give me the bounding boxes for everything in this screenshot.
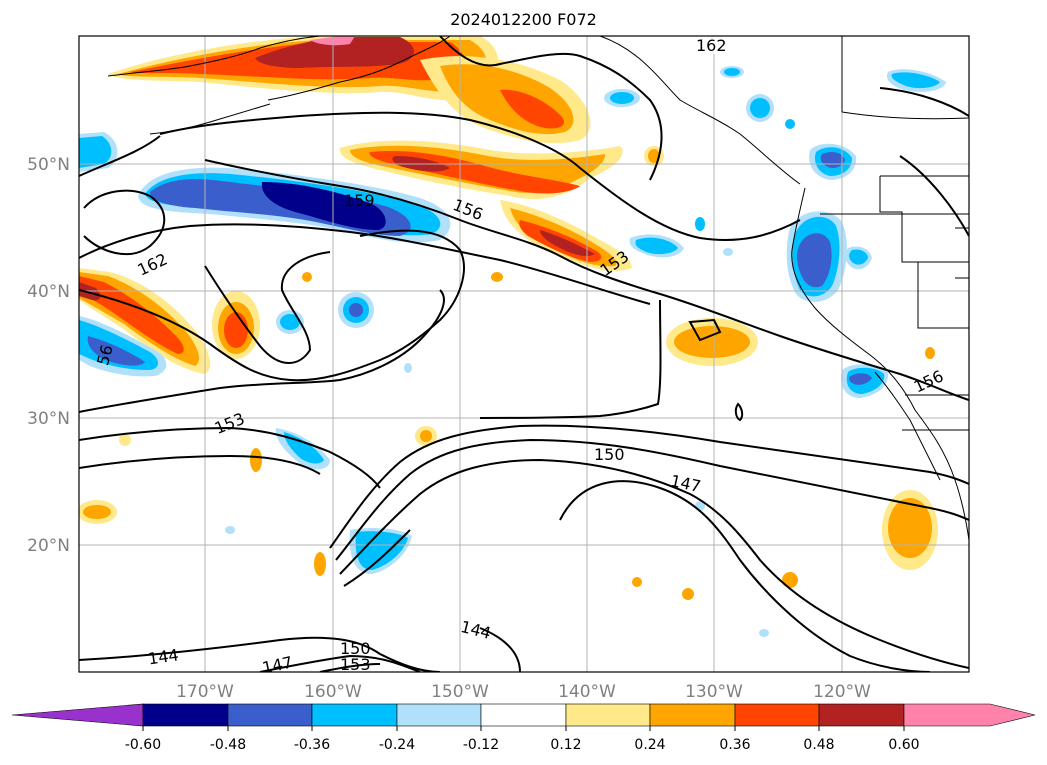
map-frame — [78, 35, 970, 673]
lon-label: 150°W — [431, 682, 489, 702]
contour-label: 159 — [344, 191, 375, 210]
colorbar-segment — [649, 703, 736, 727]
colorbar-label: 0.48 — [803, 737, 834, 753]
lat-label: 50°N — [27, 155, 70, 175]
contour-labels: 162 159 156 153 162 56 153 150 147 144 1… — [93, 36, 946, 678]
latitude-labels: 50°N 40°N 30°N 20°N — [27, 155, 70, 556]
colorbar-segment — [142, 703, 229, 727]
lat-label: 20°N — [27, 536, 70, 556]
coastlines — [107, 36, 969, 541]
lat-label: 40°N — [27, 282, 70, 302]
colorbar-segment — [565, 703, 651, 727]
contour-label: 162 — [696, 36, 727, 55]
colorbar-segment — [311, 703, 398, 727]
colorbar-label: -0.48 — [210, 737, 246, 753]
height-contours — [79, 36, 969, 672]
shaded-field — [79, 36, 946, 637]
colorbar-label: -0.12 — [463, 737, 499, 753]
longitude-labels: 170°W 160°W 150°W 140°W 130°W 120°W — [176, 682, 871, 702]
graticule — [79, 36, 969, 672]
lat-label: 30°N — [27, 409, 70, 429]
colorbar-label: 0.24 — [634, 737, 665, 753]
map-title: 2024012200 F072 — [450, 10, 597, 29]
lon-label: 140°W — [558, 682, 616, 702]
contour-label: 150 — [594, 445, 625, 464]
colorbar-label: 0.12 — [550, 737, 581, 753]
contour-label: 144 — [147, 645, 180, 668]
colorbar-extend-max — [903, 703, 1036, 727]
contour-label: 153 — [340, 655, 371, 674]
colorbar-segment — [480, 703, 567, 727]
lon-label: 160°W — [304, 682, 362, 702]
colorbar — [11, 703, 1036, 727]
colorbar-segment — [734, 703, 820, 727]
contour-label: 56 — [93, 343, 117, 368]
colorbar-label: -0.36 — [294, 737, 330, 753]
lon-label: 130°W — [685, 682, 743, 702]
map-area: 162 159 156 153 162 56 153 150 147 144 1… — [79, 36, 969, 678]
colorbar-label: -0.60 — [125, 737, 161, 753]
contour-label: 150 — [340, 639, 371, 658]
colorbar-label: 0.36 — [719, 737, 750, 753]
colorbar-ticks — [142, 726, 905, 731]
colorbar-labels: -0.60 -0.48 -0.36 -0.24 -0.12 0.12 0.24 … — [125, 737, 920, 753]
colorbar-segment — [818, 703, 905, 727]
colorbar-segment — [227, 703, 313, 727]
lon-label: 120°W — [813, 682, 871, 702]
lon-label: 170°W — [176, 682, 234, 702]
colorbar-label: 0.60 — [888, 737, 919, 753]
colorbar-segment — [396, 703, 482, 727]
colorbar-label: -0.24 — [379, 737, 415, 753]
contour-label: 147 — [261, 653, 295, 678]
colorbar-extend-min — [11, 703, 144, 727]
